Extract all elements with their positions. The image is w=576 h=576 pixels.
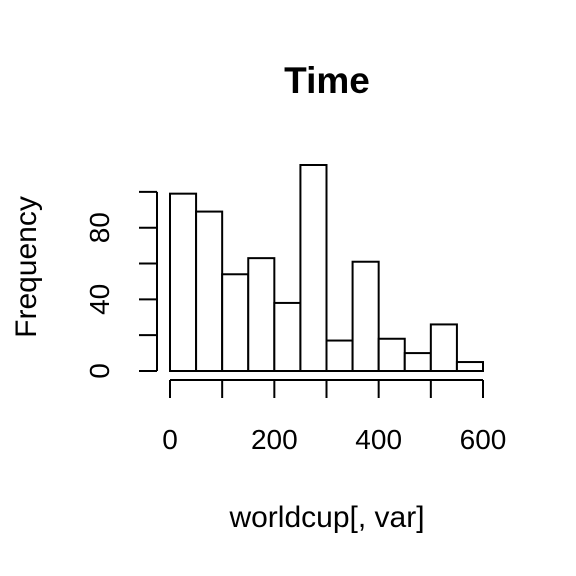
y-tick-label: 0 (84, 363, 115, 379)
y-axis-label: Frequency (10, 196, 43, 338)
histogram-bar-10 (403, 352, 432, 372)
histogram-bar-4 (247, 257, 276, 372)
histogram-bar-1 (169, 192, 198, 372)
y-tick-label: 80 (84, 212, 115, 243)
y-tick-label: 40 (84, 284, 115, 315)
chart-title: Time (284, 60, 370, 101)
x-tick-label: 600 (460, 424, 507, 455)
y-axis: 0 40 80 (84, 190, 158, 379)
bars-group (169, 164, 484, 373)
x-axis: 0 200 400 600 (162, 379, 507, 455)
x-tick-label: 0 (162, 424, 178, 455)
x-tick-label: 200 (251, 424, 298, 455)
histogram-bar-12 (455, 361, 484, 373)
x-tick-label: 400 (355, 424, 402, 455)
histogram-bar-2 (195, 210, 224, 372)
histogram-bar-3 (221, 273, 250, 372)
histogram-bar-9 (377, 337, 406, 373)
histogram-bar-5 (273, 301, 302, 372)
histogram-bar-7 (325, 339, 354, 372)
histogram-bar-6 (299, 164, 328, 372)
x-axis-label: worldcup[, var] (228, 501, 424, 534)
histogram-bar-11 (429, 323, 458, 372)
histogram-bar-8 (351, 260, 380, 372)
